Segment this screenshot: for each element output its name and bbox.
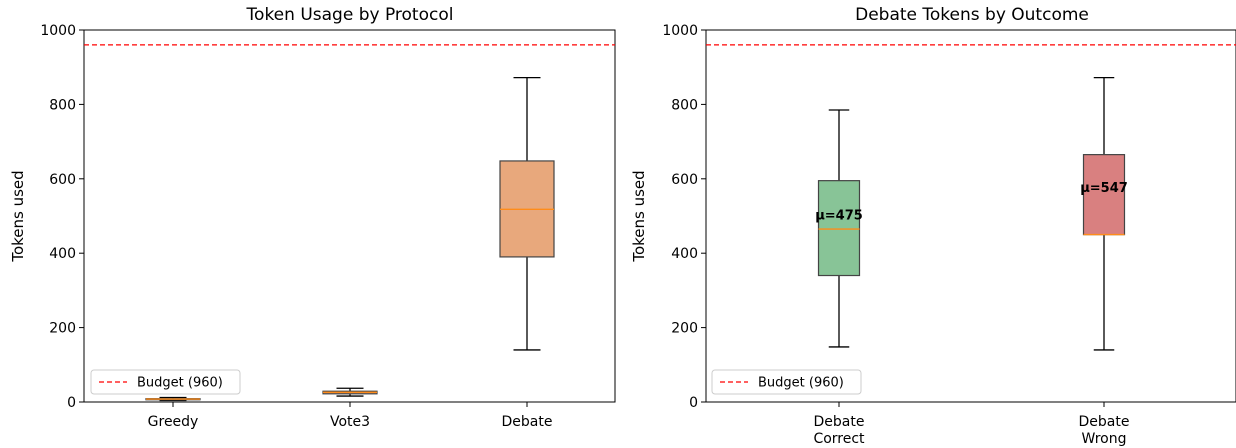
x-tick-label: Wrong (1082, 431, 1127, 447)
box-iqr (1082, 154, 1126, 236)
y-tick-label: 1000 (40, 23, 76, 39)
box-iqr (817, 180, 861, 277)
y-tick-label: 200 (671, 321, 698, 337)
legend-budget-label: Budget (960) (137, 376, 223, 391)
x-axis-ticks: Greedy Vote3 Debate (148, 402, 553, 430)
legend-budget-label: Budget (960) (758, 376, 844, 391)
y-axis-ticks: 0 200 400 600 800 1000 (662, 23, 706, 411)
x-tick-label: Debate (1079, 414, 1130, 430)
chart-title: Debate Tokens by Outcome (855, 5, 1089, 25)
mean-annotation: μ=547 (1080, 181, 1128, 196)
legend: Budget (960) (711, 369, 862, 395)
y-tick-label: 400 (671, 246, 698, 262)
box-plot-1 (322, 387, 378, 397)
y-tick-label: 200 (49, 321, 76, 337)
y-tick-label: 800 (49, 97, 76, 113)
x-tick-label: Correct (813, 431, 865, 447)
box-plot-0: μ=475 (815, 109, 863, 348)
plot-area-frame (705, 29, 1236, 403)
chart-title: Token Usage by Protocol (246, 5, 454, 25)
y-tick-label: 600 (49, 172, 76, 188)
y-tick-label: 600 (671, 172, 698, 188)
legend-frame (90, 369, 241, 395)
x-tick-label: Debate (502, 414, 553, 430)
legend: Budget (960) (90, 369, 241, 395)
box-plot-1: μ=547 (1080, 76, 1128, 351)
y-axis-label: Tokens used (9, 170, 27, 262)
box-marks: μ=475 μ=547 (706, 44, 1236, 351)
y-tick-label: 800 (671, 97, 698, 113)
y-tick-label: 400 (49, 246, 76, 262)
legend-frame (711, 369, 862, 395)
y-axis-ticks: 0 200 400 600 800 1000 (40, 23, 84, 411)
x-tick-label: Vote3 (330, 414, 370, 430)
x-tick-label: Greedy (148, 414, 199, 430)
box-plot-2 (499, 76, 555, 351)
y-tick-label: 0 (689, 395, 698, 411)
x-tick-label: Debate (814, 414, 865, 430)
y-tick-label: 1000 (662, 23, 698, 39)
chart-panel-debate-tokens-by-outcome: Debate Tokens by Outcome Tokens used μ=4… (630, 5, 1236, 447)
box-marks (84, 44, 615, 402)
y-tick-label: 0 (67, 395, 76, 411)
chart-panel-token-usage-by-protocol: Token Usage by Protocol Tokens used 0 200… (9, 5, 616, 430)
mean-annotation: μ=475 (815, 209, 863, 224)
y-axis-label: Tokens used (630, 170, 648, 262)
box-plot-0 (145, 396, 201, 402)
